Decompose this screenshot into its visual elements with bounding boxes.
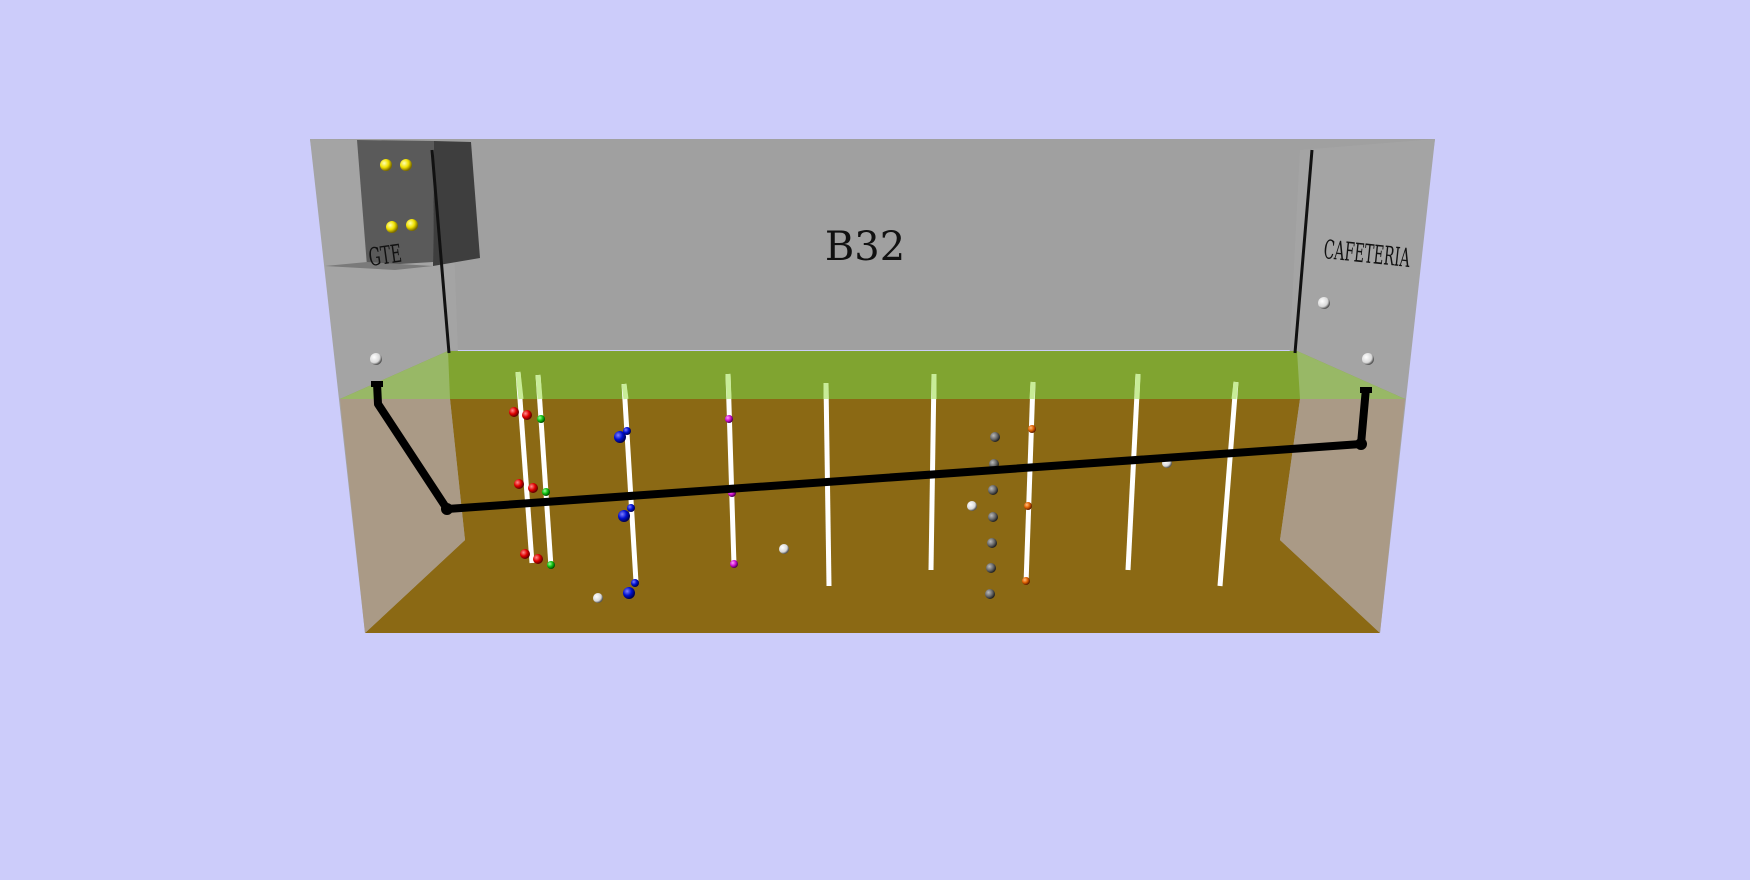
yellow-sensors — [380, 159, 418, 233]
gte-label: GTE — [367, 239, 404, 272]
gte-building-base — [325, 262, 433, 270]
soil-right-side — [1280, 399, 1405, 633]
green-sensors — [537, 415, 555, 569]
right-support-line — [1293, 149, 1314, 354]
pipe-joint-left — [441, 503, 453, 515]
pipe-joint-right — [1355, 438, 1367, 450]
blue-sensors — [614, 427, 639, 599]
gte-building-side — [433, 141, 480, 266]
back-wall — [310, 139, 1435, 350]
grass-layer — [340, 351, 1405, 399]
well-1 — [515, 371, 535, 564]
red-sensors — [509, 407, 543, 564]
soil-left-side — [340, 399, 465, 633]
pipe-cap-right — [1360, 387, 1372, 393]
well-9 — [1217, 381, 1239, 587]
gte-building-front — [357, 140, 434, 266]
grass-right-side — [1297, 351, 1405, 399]
well-group — [515, 371, 1239, 587]
main-label: B32 — [825, 224, 905, 270]
well-3 — [621, 383, 639, 583]
well-4 — [725, 373, 737, 566]
grass-left-side — [340, 351, 450, 399]
well-2 — [535, 374, 554, 568]
orange-sensors — [1022, 425, 1036, 585]
well-8 — [1125, 373, 1141, 571]
well-7 — [1023, 381, 1036, 585]
left-support-line — [430, 149, 451, 354]
pipe-cap-left — [371, 381, 383, 387]
